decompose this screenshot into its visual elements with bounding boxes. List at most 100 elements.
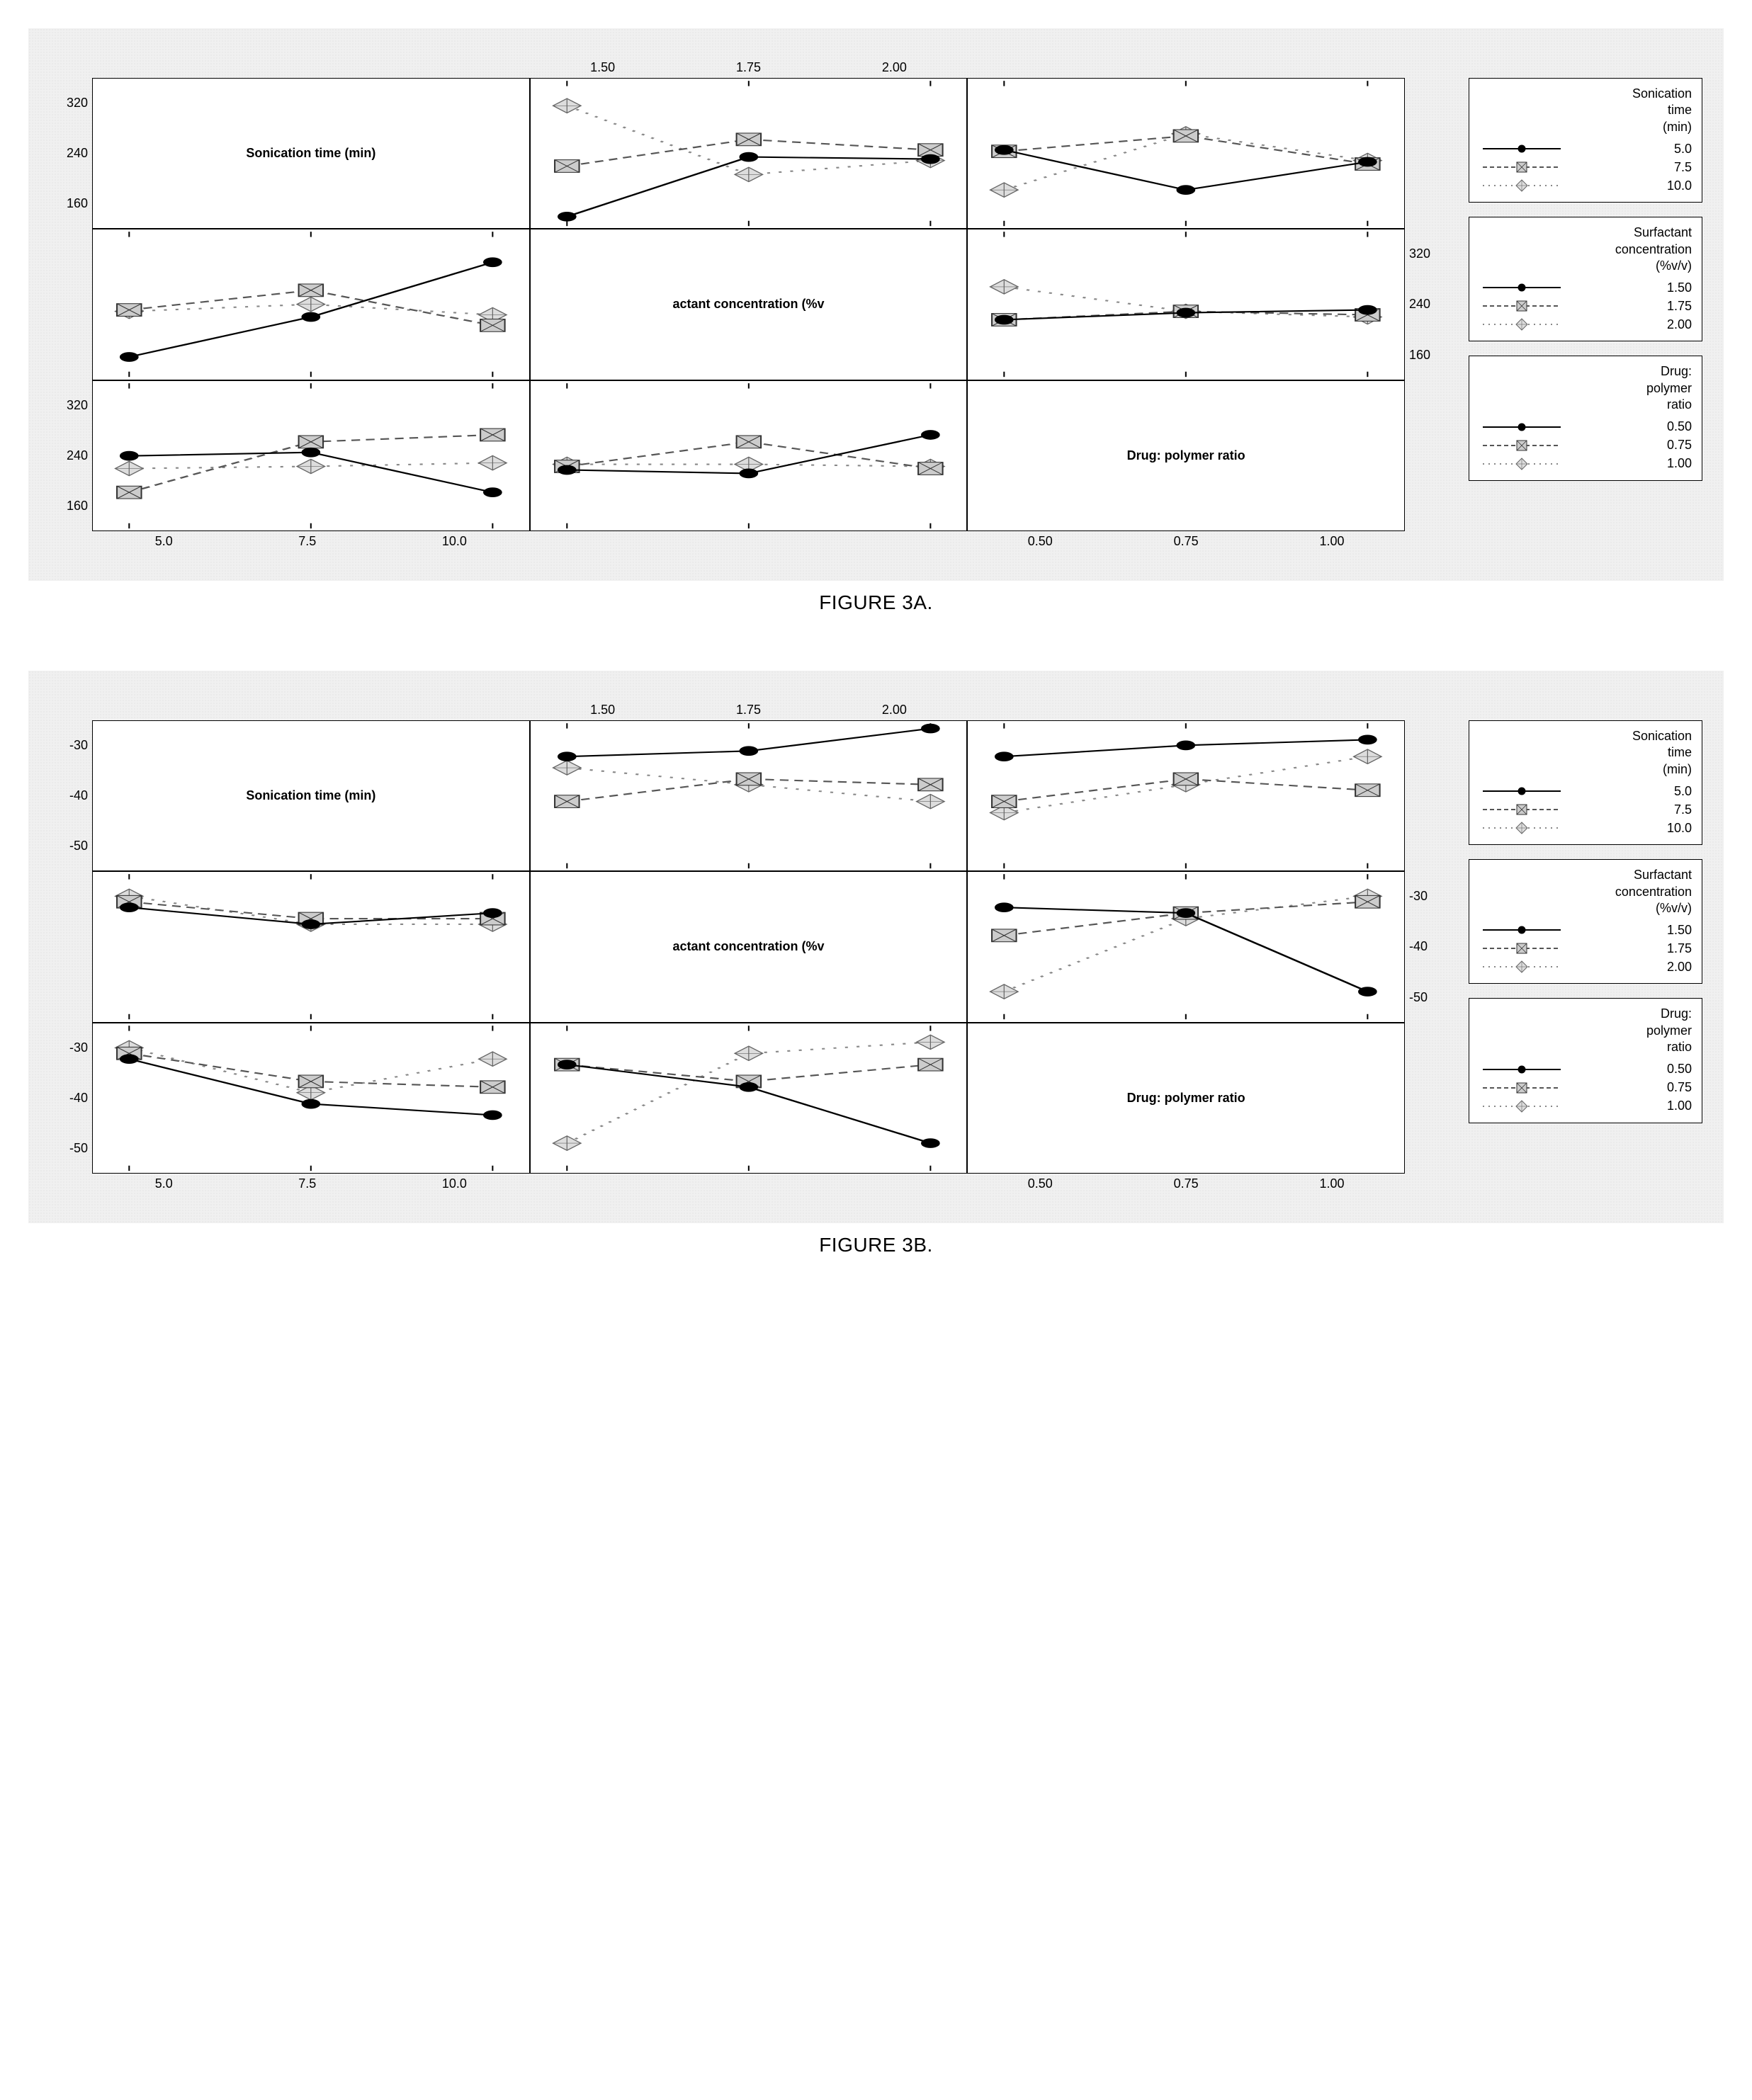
diagonal-label: Drug: polymer ratio [1127,1091,1245,1106]
plot-cell-r1c2 [530,720,968,871]
plot-cell-r3c1 [92,380,530,531]
legend-value: 1.00 [1564,1099,1692,1113]
tick-label: 240 [1409,297,1430,312]
x-axis-bottom: 5.07.510.0 [92,531,530,560]
tick-label: -50 [69,839,88,853]
tick-label: 160 [67,499,88,513]
legend-row: 1.00 [1479,455,1692,473]
legend-row: 0.50 [1479,418,1692,436]
tick-label: 1.75 [736,60,761,75]
tick-label: 1.50 [590,703,615,717]
figure-caption: FIGURE 3A. [28,591,1724,614]
diagonal-label: Drug: polymer ratio [1127,448,1245,463]
legend-title: Surfactantconcentration(%v/v) [1479,867,1692,916]
legend-swatch [1479,960,1564,974]
tick-label: 10.0 [442,534,467,549]
legend-value: 5.0 [1564,784,1692,799]
legend-value: 7.5 [1564,802,1692,817]
legend-swatch [1479,299,1564,313]
legend-row: 1.00 [1479,1097,1692,1116]
legend-row: 1.50 [1479,278,1692,297]
legend-row: 0.75 [1479,436,1692,455]
tick-label: 1.00 [1320,534,1345,549]
tick-label: -40 [69,1091,88,1106]
legend-row: 1.50 [1479,921,1692,939]
diagonal-label: Sonication time (min) [246,146,375,161]
legend-row: 2.00 [1479,958,1692,976]
legend-value: 1.75 [1564,299,1692,314]
tick-label: 320 [67,96,88,110]
tick-label: -30 [1409,889,1428,904]
y-axis-left: -30-40-50 [50,720,92,871]
legend-row: 10.0 [1479,819,1692,837]
plot-cell-r1c2 [530,78,968,229]
x-axis-bottom: 0.50 0.75 1.00 [967,531,1405,560]
legend-swatch [1479,317,1564,331]
figure-3a: 1.50 1.75 2.00 320 240 160 Sonication time (mi… [28,28,1724,614]
diagonal-label-cell: Drug: polymer ratio [967,1023,1405,1174]
legend-row: 0.75 [1479,1079,1692,1097]
legend-box: Sonicationtime(min) 5.0 7.5 10.0 [1469,78,1702,203]
legend-swatch [1479,178,1564,193]
legend-column: Sonicationtime(min) 5.0 7.5 10.0Surfacta… [1469,692,1702,1202]
legend-row: 7.5 [1479,158,1692,176]
tick-label: -30 [69,1040,88,1055]
plot-matrix: 1.501.752.00-30-40-50Sonication time (mi… [50,692,1447,1202]
tick-label: 0.75 [1174,534,1199,549]
plot-cell-r2c1 [92,871,530,1022]
legend-row: 10.0 [1479,176,1692,195]
plot-cell-r1c3 [967,78,1405,229]
legend-swatch [1479,941,1564,955]
tick-label: 1.50 [590,60,615,75]
plot-matrix: 1.501.752.00320240160Sonication time (mi… [50,50,1447,560]
plot-cell-r1c3 [967,720,1405,871]
legend-column: Sonicationtime(min) 5.0 7.5 10.0 Surfacta… [1469,50,1702,560]
tick-label: -30 [69,738,88,753]
legend-value: 1.50 [1564,280,1692,295]
tick-label: 0.50 [1028,1176,1053,1191]
legend-row: 1.75 [1479,297,1692,315]
tick-label: -50 [69,1141,88,1156]
legend-title: Drug:polymerratio [1479,363,1692,413]
tick-label: 1.00 [1320,1176,1345,1191]
legend-value: 2.00 [1564,317,1692,332]
tick-label: 0.50 [1028,534,1053,549]
legend-value: 0.50 [1564,419,1692,434]
legend-box: Surfactantconcentration(%v/v) 1.50 1.75 … [1469,217,1702,341]
tick-label: 10.0 [442,1176,467,1191]
x-axis-bottom: 0.50 0.75 1.00 [967,1174,1405,1202]
diagonal-label-cell: Sonication time (min) [92,720,530,871]
legend-swatch [1479,1062,1564,1077]
legend-swatch [1479,802,1564,817]
legend-swatch [1479,142,1564,156]
tick-label: 320 [67,398,88,413]
tick-label: -50 [1409,990,1428,1005]
legend-swatch [1479,1081,1564,1095]
legend-row: 0.50 [1479,1060,1692,1079]
legend-row: 5.0 [1479,140,1692,158]
tick-label: -40 [1409,939,1428,954]
tick-label: 160 [67,196,88,211]
legend-row: 5.0 [1479,782,1692,800]
plot-cell-r2c3 [967,871,1405,1022]
legend-value: 2.00 [1564,960,1692,975]
legend-swatch [1479,160,1564,174]
legend-value: 7.5 [1564,160,1692,175]
legend-value: 0.75 [1564,438,1692,453]
tick-label: 7.5 [298,1176,316,1191]
x-axis-top: 1.501.752.00 [530,50,968,78]
legend-swatch [1479,457,1564,471]
x-axis-bottom: 5.0 7.5 10.0 [92,1174,530,1202]
plot-cell-r3c2 [530,380,968,531]
figure-area: 1.501.752.00-30-40-50Sonication time (mi… [28,671,1724,1223]
tick-label: 320 [1409,246,1430,261]
y-axis-right: 320240160 [1405,229,1447,380]
tick-label: 5.0 [155,1176,173,1191]
y-axis-left: -30 -40 -50 [50,1023,92,1174]
tick-label: 0.75 [1174,1176,1199,1191]
legend-swatch [1479,280,1564,295]
legend-box: Surfactantconcentration(%v/v) 1.50 1.75 … [1469,859,1702,984]
tick-label: 5.0 [155,534,173,549]
legend-swatch [1479,438,1564,453]
diagonal-label: actant concentration (%v [672,939,824,954]
